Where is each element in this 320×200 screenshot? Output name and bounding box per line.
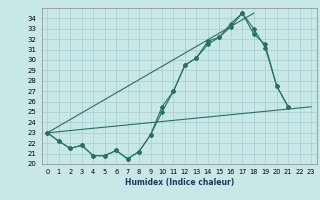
X-axis label: Humidex (Indice chaleur): Humidex (Indice chaleur) [124,178,234,187]
